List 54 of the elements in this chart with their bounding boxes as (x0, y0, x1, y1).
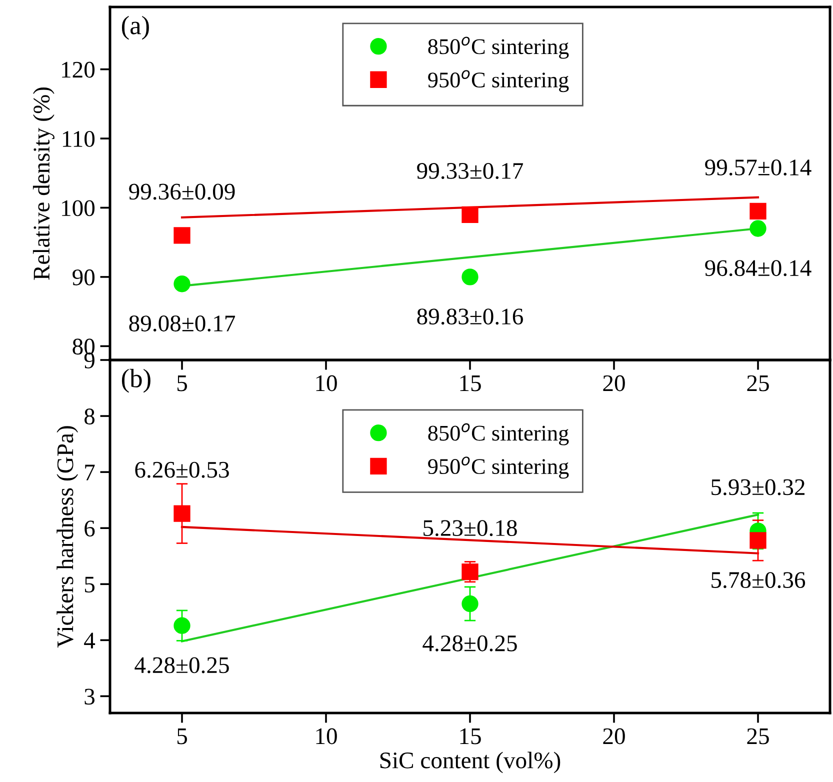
y-tick-label: 90 (72, 269, 95, 286)
point (174, 505, 190, 522)
annotation: 89.08±0.17 (129, 316, 236, 332)
x-tick-label: 20 (603, 375, 625, 392)
annotation: 96.84±0.14 (705, 260, 812, 276)
point (750, 220, 766, 237)
point (462, 595, 478, 612)
y-tick-label: 3 (84, 688, 94, 705)
annotation: 5.23±0.18 (424, 520, 517, 536)
y-tick-label: 4 (84, 632, 96, 648)
point (462, 206, 478, 223)
x-tick-label: 10 (316, 375, 337, 392)
x-tick-label: 25 (747, 375, 769, 392)
y-tick-label: 110 (62, 131, 95, 147)
x-tick-label: 5 (177, 376, 187, 392)
annotation: 89.83±0.16 (417, 308, 523, 325)
point (750, 532, 766, 549)
annotation: 99.57±0.14 (705, 159, 812, 176)
x-tick-label: 10 (316, 728, 337, 744)
y-tick-label: 120 (62, 62, 95, 78)
legend-label: 850$^{o}$C sintering (428, 36, 569, 59)
y-tick-label: 5 (84, 576, 94, 593)
point (462, 268, 478, 286)
annotation: (a) (122, 16, 149, 40)
annotation: 4.28±0.25 (134, 657, 229, 674)
y-axis-title: Relative density (%) (32, 88, 54, 280)
annotation: (b) (122, 368, 150, 393)
legend-label: 850$^{o}$C sintering (428, 423, 569, 446)
legend-label: 950$^{o}$C sintering (428, 70, 569, 92)
annotation: 99.33±0.17 (417, 162, 524, 179)
annotation: 5.78±0.36 (712, 572, 806, 588)
x-tick-label: 15 (460, 728, 481, 744)
y-tick-label: 6 (84, 520, 95, 537)
annotation: 99.36±0.09 (129, 184, 235, 200)
y-tick-label: 7 (85, 464, 95, 480)
point (174, 276, 190, 292)
y-tick-label: 100 (62, 200, 95, 216)
legend-label: 950$^{o}$C sintering (428, 456, 569, 479)
x-axis-title: SiC content (vol%) (380, 752, 560, 774)
x-tick-label: 5 (177, 728, 187, 744)
annotation: 6.26±0.53 (135, 462, 229, 478)
y-tick-label: 9 (84, 352, 94, 368)
y-axis-title: Vickers hardness (GPa) (56, 426, 78, 648)
x-tick-label: 20 (603, 728, 625, 744)
y-tick-label: 80 (72, 338, 95, 355)
point (462, 563, 478, 580)
point (750, 202, 766, 220)
annotation: 5.93±0.32 (712, 479, 804, 496)
x-tick-label: 15 (460, 375, 481, 392)
point (174, 227, 190, 244)
annotation: 4.28±0.25 (422, 635, 517, 652)
x-tick-label: 25 (747, 728, 769, 744)
y-tick-label: 8 (84, 408, 95, 424)
point (174, 617, 190, 634)
